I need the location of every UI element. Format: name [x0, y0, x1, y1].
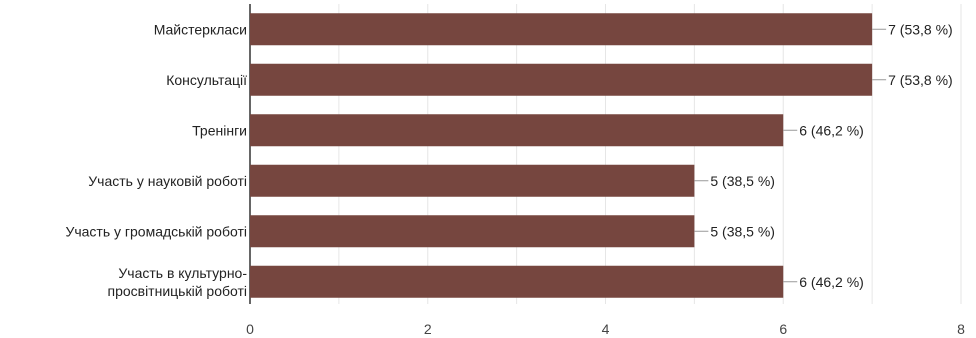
category-label-line: Участь у науковій роботі	[88, 173, 247, 189]
category-label-line: Майстеркласи	[154, 21, 247, 37]
category-label: Участь у громадській роботі	[65, 223, 247, 239]
bar	[250, 164, 695, 197]
data-labels: 7 (53,8 %) 7 (53,8 %) 6 (46,2 %) 5 (38,5 %)…	[694, 21, 953, 290]
bar	[250, 265, 784, 298]
bar	[250, 63, 873, 96]
category-label: Консультації	[166, 72, 247, 88]
x-axis-ticks: 0 2 4 6 8	[246, 321, 965, 337]
category-label-line: Участь у громадській роботі	[65, 223, 247, 239]
category-label-line: Участь в культурно-	[118, 265, 247, 281]
data-label: 7 (53,8 %)	[888, 21, 953, 37]
category-label: Майстеркласи	[154, 21, 247, 37]
category-label-line: Консультації	[166, 72, 247, 88]
x-tick-label: 2	[424, 321, 432, 337]
category-labels: Майстеркласи Консультації Тренінги Участь у…	[65, 21, 247, 299]
bar	[250, 215, 695, 248]
x-tick-label: 6	[779, 321, 787, 337]
data-label: 6 (46,2 %)	[799, 122, 864, 138]
x-tick-label: 8	[957, 321, 965, 337]
category-label: Участь в культурно-просвітницькій роботі	[107, 265, 247, 299]
x-tick-label: 4	[602, 321, 610, 337]
data-label: 6 (46,2 %)	[799, 274, 864, 290]
category-label-line: просвітницькій роботі	[107, 283, 247, 299]
bars	[250, 13, 873, 298]
data-label: 5 (38,5 %)	[710, 223, 775, 239]
x-tick-label: 0	[246, 321, 254, 337]
category-label: Участь у науковій роботі	[88, 173, 247, 189]
bar	[250, 13, 873, 46]
category-label-line: Тренінги	[192, 122, 247, 138]
data-label: 5 (38,5 %)	[710, 173, 775, 189]
data-label: 7 (53,8 %)	[888, 72, 953, 88]
bar	[250, 114, 784, 147]
category-label: Тренінги	[192, 122, 247, 138]
gridlines	[249, 4, 962, 304]
